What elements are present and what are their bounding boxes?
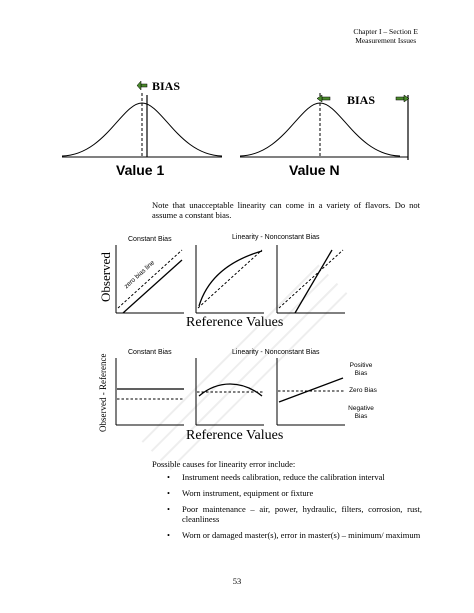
list-item: • Worn or damaged master(s), error in mas… — [152, 530, 422, 540]
linearity-note: Note that unacceptable linearity can com… — [152, 200, 420, 220]
list-item-text: Instrument needs calibration, reduce the… — [182, 472, 385, 482]
value-n-label: Value N — [289, 162, 340, 178]
zero-bias-label: Zero Bias — [349, 387, 377, 394]
row1-x-axis-label: Reference Values — [186, 315, 284, 330]
bias-distribution-1 — [61, 93, 223, 158]
bullet-icon: • — [167, 530, 170, 540]
value-1-label: Value 1 — [116, 162, 165, 178]
row1-y-axis-label: Observed — [98, 252, 113, 302]
row1-panel1-constant-bias — [115, 245, 184, 314]
causes-list: • Instrument needs calibration, reduce th… — [152, 472, 422, 546]
bullet-icon: • — [167, 472, 170, 482]
row2-panel1-constant-bias — [115, 358, 184, 426]
bullet-icon: • — [167, 504, 170, 514]
bullet-icon: • — [167, 488, 170, 498]
row2-panel2-nonconstant-bias — [195, 358, 264, 426]
row2-panel2-title: Linearity - Nonconstant Bias — [232, 349, 320, 356]
row1-panel2-title: Linearity - Nonconstant Bias — [232, 234, 320, 241]
list-item-text: Worn instrument, equipment or fixture — [182, 488, 314, 498]
page-number: 53 — [232, 576, 242, 586]
row2-panel1-title: Constant Bias — [128, 349, 172, 356]
watermark — [141, 264, 348, 471]
header-chapter: Chapter I – Section E — [353, 27, 418, 36]
bias-arrow-1 — [136, 80, 148, 91]
list-item-text: Worn or damaged master(s), error in mast… — [182, 530, 421, 540]
list-item-text: Poor maintenance – air, power, hydraulic… — [182, 504, 422, 524]
bias-label-1: BIAS — [152, 79, 181, 93]
page-header: Chapter I – Section E Measurement Issues — [353, 27, 418, 45]
positive-bias-label: Positive Bias — [349, 362, 373, 377]
negative-bias-label: Negative Bias — [348, 405, 374, 420]
row1-panel2-nonconstant-bias — [195, 245, 264, 314]
row2-y-axis-label: Observed - Reference — [98, 353, 108, 432]
bias-arrow-n-right — [395, 94, 410, 103]
bias-arrow-n-left — [316, 94, 331, 103]
bias-distribution-n — [239, 93, 409, 160]
bias-label-2: BIAS — [347, 93, 376, 107]
list-item: • Poor maintenance – air, power, hydrauli… — [152, 504, 422, 524]
header-section: Measurement Issues — [355, 36, 417, 45]
row2-panel3-nonconstant-bias — [276, 358, 345, 426]
row1-panel3-nonconstant-bias — [276, 245, 345, 314]
row1-panel1-title: Constant Bias — [128, 236, 172, 243]
row2-x-axis-label: Reference Values — [186, 428, 284, 443]
list-item: • Worn instrument, equipment or fixture — [152, 488, 422, 498]
causes-intro: Possible causes for linearity error incl… — [152, 459, 296, 469]
list-item: • Instrument needs calibration, reduce th… — [152, 472, 422, 482]
